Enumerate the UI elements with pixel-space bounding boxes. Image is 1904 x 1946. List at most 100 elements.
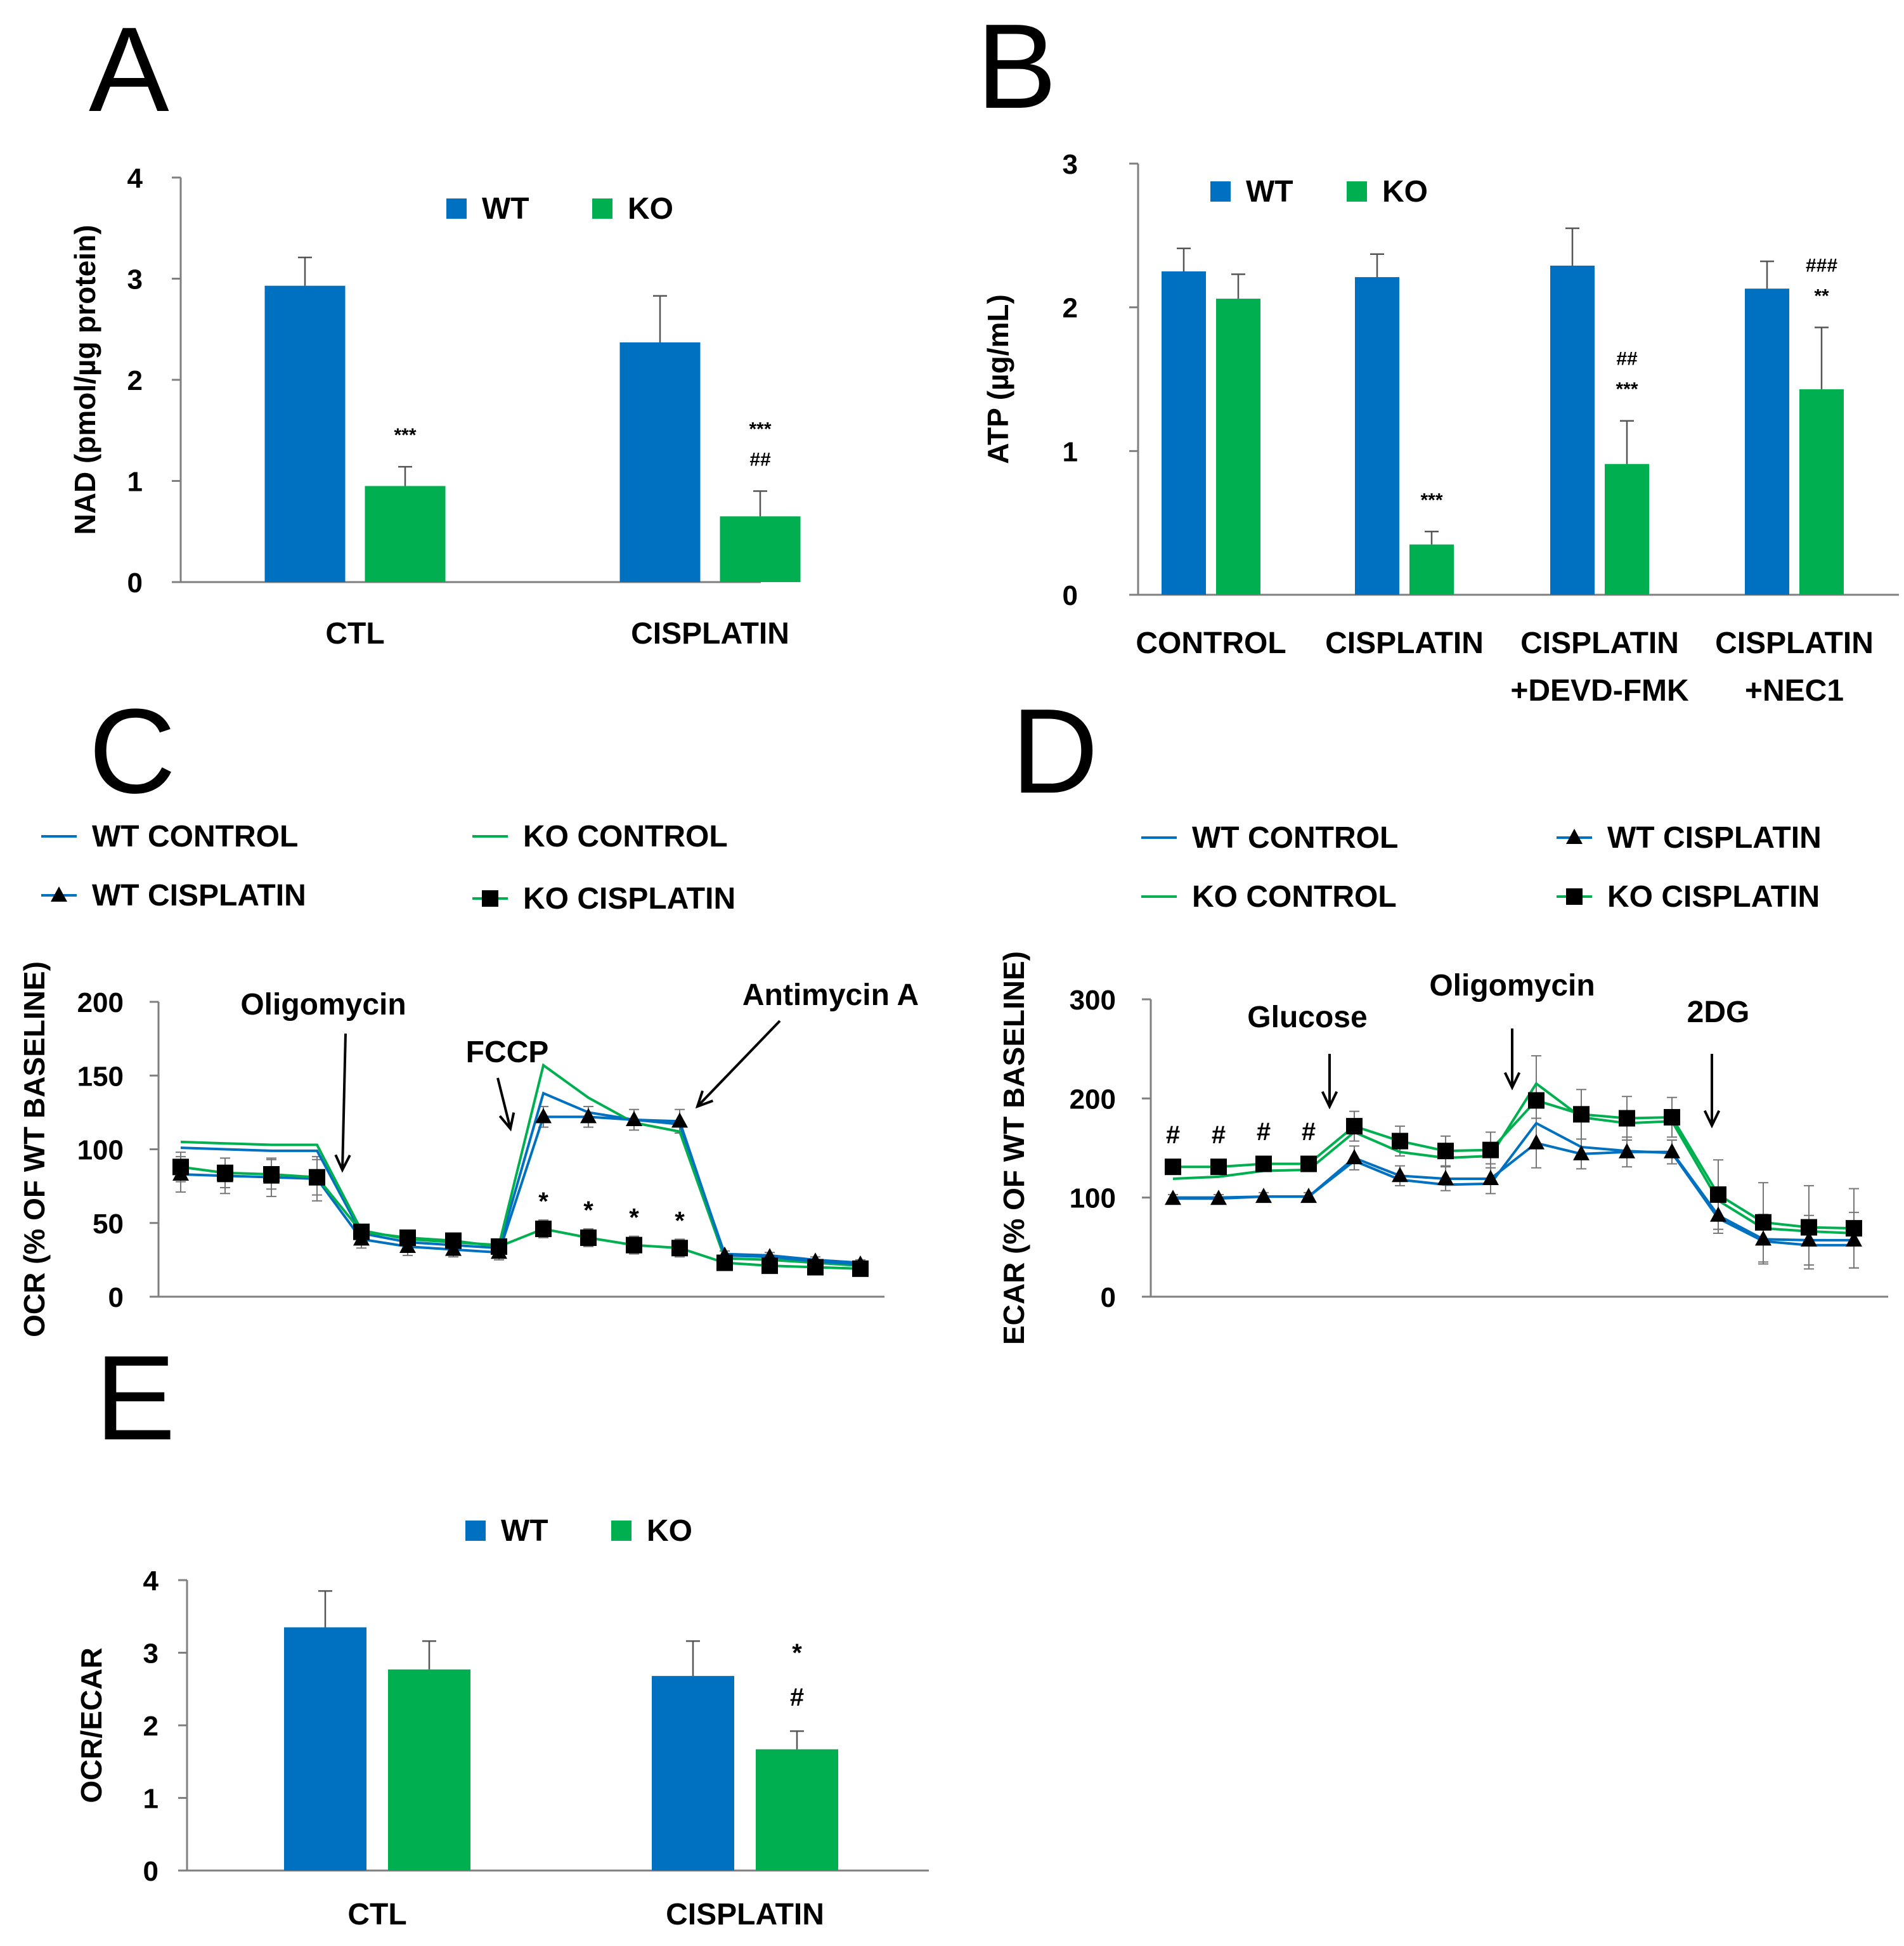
y-tick-label: 1	[143, 1784, 159, 1815]
data-point-wt-cisplatin	[1210, 1190, 1227, 1205]
panel-label: B	[976, 0, 1057, 134]
data-point-ko-cisplatin	[1165, 1158, 1181, 1176]
data-point-ko-cisplatin	[1710, 1186, 1726, 1203]
y-tick-label: 300	[1070, 985, 1116, 1016]
panel-e: 0 1 2 3 4 OCR/ECAR E * # WT KO CTL CISPLATIN	[75, 1331, 929, 1931]
significance-mark: *	[583, 1197, 593, 1224]
data-point-ko-cisplatin	[353, 1223, 370, 1240]
data-point-wt-cisplatin	[1573, 1145, 1590, 1160]
series-line-wt-control	[180, 1091, 861, 1264]
data-point-ko-cisplatin	[761, 1257, 778, 1275]
panel-label: E	[95, 1331, 176, 1465]
y-tick-label: 200	[1070, 1084, 1116, 1115]
data-point-wt-cisplatin	[1346, 1149, 1363, 1165]
category-label: CISPLATIN	[1325, 626, 1484, 660]
series-line-wt-cisplatin	[1173, 1141, 1854, 1242]
significance-mark: ##	[749, 449, 771, 470]
data-point-wt-cisplatin	[580, 1108, 597, 1124]
bar-wt-3	[1745, 289, 1789, 595]
data-point-ko-cisplatin	[1846, 1220, 1862, 1237]
series-line-wt-cisplatin	[180, 1115, 861, 1266]
y-tick-label: 3	[1063, 149, 1078, 180]
data-point-wt-cisplatin	[1255, 1188, 1272, 1203]
data-point-ko-cisplatin	[309, 1169, 325, 1186]
bar-ko-0	[388, 1669, 470, 1871]
data-point-ko-cisplatin	[1619, 1110, 1635, 1127]
category-label: CONTROL	[1136, 626, 1286, 660]
y-tick-label: 1	[1063, 436, 1078, 467]
legend-label-ko: KO	[628, 192, 673, 226]
significance-mark: ***	[394, 425, 416, 446]
data-point-ko-cisplatin	[1300, 1155, 1317, 1172]
data-point-wt-cisplatin	[1846, 1231, 1862, 1247]
significance-mark: ##	[1616, 349, 1638, 370]
y-tick-label: 0	[127, 568, 143, 599]
category-label: CTL	[347, 1898, 406, 1931]
y-tick-label: 2	[1063, 293, 1078, 324]
series-line-ko-cisplatin	[180, 1165, 861, 1270]
legend-swatch-ko	[592, 198, 612, 219]
data-point-ko-cisplatin	[1801, 1219, 1817, 1236]
bar-ko-1	[720, 516, 801, 582]
data-point-ko-cisplatin	[1255, 1155, 1272, 1172]
annotation-label: Antimycin A	[742, 978, 919, 1012]
panel-label: C	[89, 684, 176, 819]
significance-mark: #	[1166, 1121, 1180, 1149]
y-axis-title: OCR (% OF WT BASELINE)	[18, 961, 51, 1337]
legend-marker-ko-cisplatin	[1566, 888, 1583, 905]
annotation-arrow	[496, 1077, 512, 1129]
category-label: CISPLATIN	[631, 617, 789, 651]
category-label: +NEC1	[1745, 674, 1844, 708]
series-line-wt-control	[1173, 1121, 1854, 1247]
legend-label-ko-control: KO CONTROL	[523, 820, 728, 853]
data-point-wt-cisplatin	[626, 1111, 642, 1126]
data-point-wt-cisplatin	[1755, 1230, 1771, 1246]
data-point-wt-cisplatin	[1619, 1143, 1635, 1158]
y-axis-title: NAD (pmol/µg protein)	[68, 225, 101, 535]
legend-label-ko: KO	[1382, 175, 1428, 209]
legend-swatch-ko	[611, 1521, 631, 1541]
data-point-ko-cisplatin	[626, 1236, 642, 1254]
category-label: CISPLATIN	[666, 1898, 824, 1931]
y-tick-label: 0	[1063, 580, 1078, 611]
data-point-wt-cisplatin	[1801, 1231, 1817, 1247]
category-label: CISPLATIN	[1520, 626, 1679, 660]
legend-marker-wt-cisplatin	[51, 886, 67, 902]
annotation-label: Oligomycin	[1429, 969, 1595, 1002]
legend-swatch-wt	[446, 198, 467, 219]
data-point-ko-cisplatin	[1664, 1109, 1680, 1126]
y-tick-label: 150	[77, 1061, 124, 1092]
data-point-wt-cisplatin	[1664, 1143, 1680, 1158]
panel-a: 0 1 2 3 4 NAD (pmol/µg protein) A *** *** ## WT KO C…	[68, 3, 801, 651]
data-point-wt-cisplatin	[1482, 1169, 1499, 1185]
y-tick-label: 3	[143, 1638, 159, 1670]
bar-wt-1	[619, 342, 701, 582]
data-point-ko-cisplatin	[716, 1254, 733, 1271]
legend-label-wt-cisplatin: WT CISPLATIN	[92, 879, 306, 912]
y-tick-label: 4	[127, 163, 143, 194]
legend-label-ko-cisplatin: KO CISPLATIN	[523, 882, 735, 916]
data-point-ko-cisplatin	[491, 1238, 507, 1255]
data-point-ko-cisplatin	[580, 1229, 597, 1246]
significance-mark: #	[1302, 1118, 1316, 1146]
y-tick-label: 50	[93, 1209, 124, 1240]
significance-mark: ***	[1616, 379, 1638, 400]
data-point-ko-cisplatin	[1528, 1092, 1545, 1109]
panel-b: 0 1 2 3 ATP (µg/mL) B *** ## *** ### ** WT KO CONTROL…	[976, 0, 1899, 708]
y-tick-label: 100	[1070, 1183, 1116, 1214]
y-tick-label: 0	[1101, 1282, 1116, 1313]
annotation-label: FCCP	[466, 1035, 549, 1069]
legend-label-wt: WT	[482, 192, 529, 226]
series-line-ko-control	[180, 1063, 861, 1268]
data-point-ko-cisplatin	[1437, 1143, 1454, 1160]
bar-wt-1	[652, 1676, 734, 1871]
panel-d: 0 100 200 300 ECAR (% OF WT BASELINE) D # # # # WT…	[997, 684, 1888, 1345]
bar-wt-1	[1355, 277, 1399, 595]
panel-c: 0 50 100 150 200 OCR (% OF WT BASELINE) C * * * * W…	[18, 684, 919, 1337]
annotation-label: Glucose	[1247, 1001, 1367, 1034]
y-tick-label: 0	[143, 1856, 159, 1887]
data-point-ko-cisplatin	[535, 1221, 552, 1238]
series-line-ko-cisplatin	[1173, 1099, 1855, 1230]
annotation-arrowhead	[1321, 1091, 1338, 1110]
y-tick-label: 3	[127, 264, 143, 295]
